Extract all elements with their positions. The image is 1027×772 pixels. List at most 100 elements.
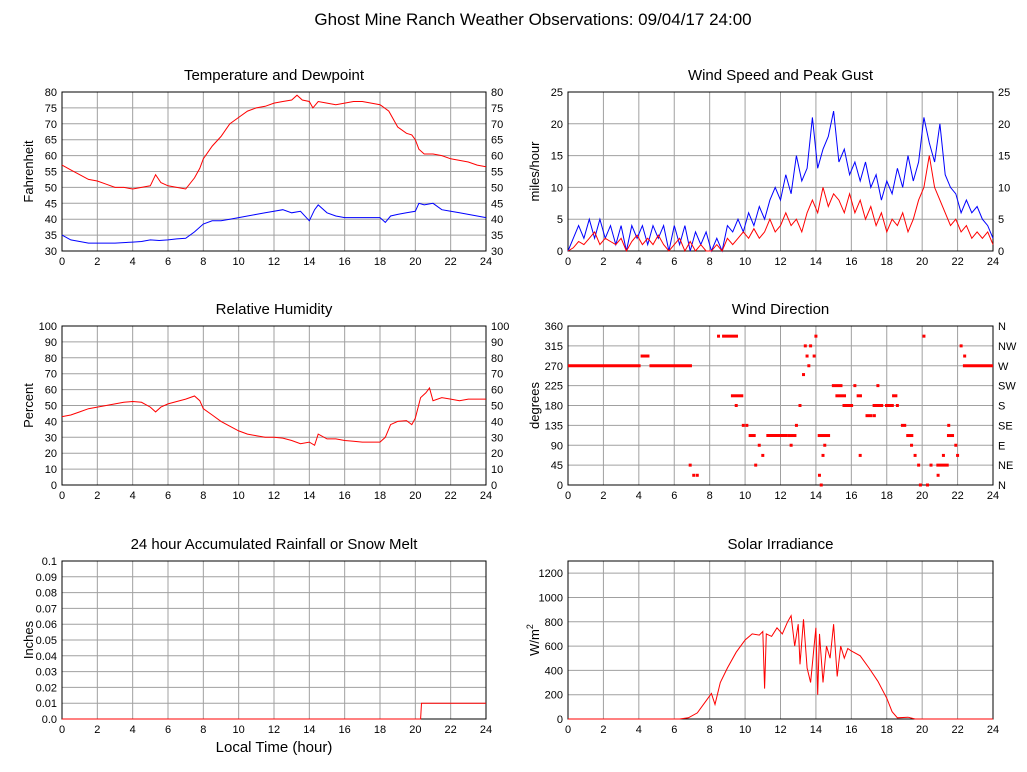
winddir-right-tick: S xyxy=(998,401,1005,413)
winddir-point xyxy=(803,344,807,348)
solar-y-tick: 1200 xyxy=(539,568,563,580)
temp-x-tick: 12 xyxy=(268,256,280,268)
solar-x-tick: 18 xyxy=(881,724,893,736)
winddir-y-label-text: degrees xyxy=(527,382,542,429)
temp-right-tick: 30 xyxy=(491,246,503,258)
winddir-right-tick: E xyxy=(998,440,1005,452)
wind-y-tick: 20 xyxy=(551,119,563,131)
wind-right-tick: 0 xyxy=(998,246,1004,258)
temp-y-tick: 30 xyxy=(45,246,57,258)
humidity-y-tick: 30 xyxy=(45,432,57,444)
humidity-y-tick: 100 xyxy=(39,321,57,333)
solar-x-tick: 24 xyxy=(987,724,999,736)
winddir-x-tick: 6 xyxy=(671,490,677,502)
solar-x-tick: 0 xyxy=(565,724,571,736)
winddir-x-tick: 8 xyxy=(707,490,713,502)
humidity-y-tick: 70 xyxy=(45,369,57,381)
humidity-y-tick: 60 xyxy=(45,385,57,397)
winddir-point xyxy=(913,453,917,457)
rain-y-tick: 0.02 xyxy=(36,682,57,694)
solar-y-label: W/m2 xyxy=(525,624,542,656)
winddir-right-tick: SW xyxy=(998,381,1016,393)
solar-x-tick: 20 xyxy=(916,724,928,736)
winddir-point xyxy=(918,483,922,487)
winddir-title: Wind Direction xyxy=(732,301,830,318)
winddir-x-tick: 2 xyxy=(600,490,606,502)
winddir-right-tick: N xyxy=(998,321,1006,333)
temp-x-tick: 0 xyxy=(59,256,65,268)
solar-y-tick: 0 xyxy=(557,714,563,726)
temp-right-tick: 70 xyxy=(491,119,503,131)
rain-y-label: Inches xyxy=(21,620,36,659)
winddir-x-tick: 24 xyxy=(987,490,999,502)
solar-frame xyxy=(567,560,994,720)
humidity-x-tick: 10 xyxy=(233,490,245,502)
humidity-y-tick: 50 xyxy=(45,401,57,413)
winddir-y-tick: 0 xyxy=(557,480,563,492)
winddir-point xyxy=(853,384,857,388)
rain-y-tick: 0.09 xyxy=(36,572,57,584)
wind-x-tick: 16 xyxy=(845,256,857,268)
humidity-x-tick: 20 xyxy=(409,490,421,502)
solar-y-tick: 200 xyxy=(545,690,563,702)
winddir-y-tick: 225 xyxy=(545,381,563,393)
temp-x-tick: 14 xyxy=(303,256,315,268)
temp-right-tick: 65 xyxy=(491,135,503,147)
rain-x-tick: 10 xyxy=(233,724,245,736)
winddir-point xyxy=(876,384,880,388)
winddir-point xyxy=(936,473,940,477)
winddir-point xyxy=(821,453,825,457)
temp-x-tick: 22 xyxy=(445,256,457,268)
wind-series-line-1 xyxy=(567,155,994,253)
temp-y-tick: 60 xyxy=(45,151,57,163)
solar-x-tick: 14 xyxy=(810,724,822,736)
wind-right-tick: 10 xyxy=(998,182,1010,194)
humidity-y-tick: 40 xyxy=(45,416,57,428)
solar-y-label-text: W/m xyxy=(527,629,542,656)
humidity-right-tick: 80 xyxy=(491,353,503,365)
winddir-point xyxy=(794,423,798,427)
humidity-x-tick: 16 xyxy=(339,490,351,502)
temp-x-tick: 18 xyxy=(374,256,386,268)
solar-x-tick: 10 xyxy=(739,724,751,736)
temp-y-tick: 80 xyxy=(45,87,57,99)
humidity-y-tick: 90 xyxy=(45,337,57,349)
humidity-y-tick: 20 xyxy=(45,448,57,460)
rain-title: 24 hour Accumulated Rainfall or Snow Mel… xyxy=(131,536,419,553)
winddir-right-tick: W xyxy=(998,361,1009,373)
temp-x-tick: 2 xyxy=(94,256,100,268)
solar-x-tick: 4 xyxy=(636,724,642,736)
wind-x-tick: 18 xyxy=(881,256,893,268)
solar-x-tick: 2 xyxy=(600,724,606,736)
rain-x-tick: 18 xyxy=(374,724,386,736)
winddir-x-tick: 14 xyxy=(810,490,822,502)
humidity-x-tick: 18 xyxy=(374,490,386,502)
wind-x-tick: 6 xyxy=(671,256,677,268)
solar-x-tick: 6 xyxy=(671,724,677,736)
winddir-point xyxy=(917,463,921,467)
winddir-frame xyxy=(567,325,994,486)
winddir-point xyxy=(814,334,818,338)
winddir-x-tick: 12 xyxy=(774,490,786,502)
rain-x-tick: 4 xyxy=(130,724,136,736)
rain-y-tick: 0.05 xyxy=(36,635,57,647)
solar-y-tick: 1000 xyxy=(539,592,563,604)
temp-x-tick: 6 xyxy=(165,256,171,268)
humidity-right-tick: 0 xyxy=(491,480,497,492)
winddir-right-tick: N xyxy=(998,480,1006,492)
humidity-right-tick: 60 xyxy=(491,385,503,397)
rain-x-tick: 0 xyxy=(59,724,65,736)
humidity-x-tick: 14 xyxy=(303,490,315,502)
humidity-y-tick: 0 xyxy=(51,480,57,492)
rain-y-tick: 0.0 xyxy=(42,714,57,726)
temp-y-tick: 35 xyxy=(45,230,57,242)
winddir-point xyxy=(925,483,929,487)
humidity-x-tick: 12 xyxy=(268,490,280,502)
temp-right-tick: 75 xyxy=(491,103,503,115)
temp-right-tick: 80 xyxy=(491,87,503,99)
humidity-x-tick: 24 xyxy=(480,490,492,502)
wind-y-label: miles/hour xyxy=(527,141,542,202)
